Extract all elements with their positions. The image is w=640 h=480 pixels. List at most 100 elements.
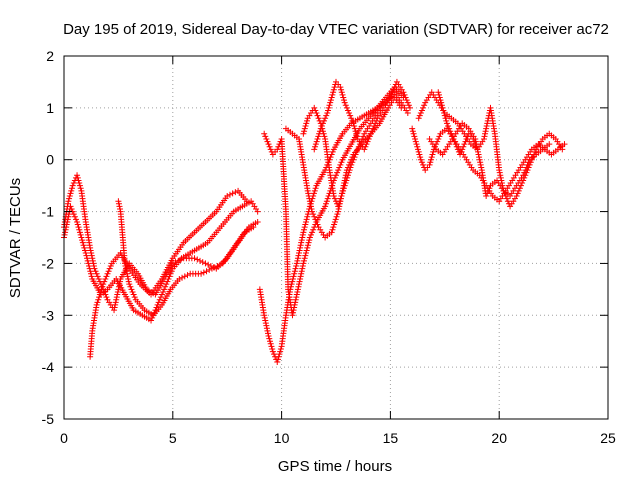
data-point <box>114 291 121 298</box>
data-point <box>442 115 449 122</box>
data-point <box>401 91 408 98</box>
data-point <box>483 125 490 132</box>
data-point <box>414 143 421 150</box>
data-point <box>388 91 395 98</box>
data-point <box>369 125 376 132</box>
data-point <box>476 156 483 163</box>
data-point <box>327 99 334 106</box>
data-point <box>414 146 421 153</box>
data-point <box>302 252 309 259</box>
data-point <box>266 335 273 342</box>
data-point <box>95 296 102 303</box>
data-point <box>294 257 301 264</box>
data-point <box>172 259 179 266</box>
data-point <box>277 345 284 352</box>
data-point <box>74 172 81 179</box>
data-point <box>333 172 339 179</box>
data-point <box>129 288 136 295</box>
data-point <box>299 234 306 241</box>
data-point <box>496 167 503 174</box>
data-point <box>298 239 305 246</box>
data-point <box>302 221 309 228</box>
data-point <box>112 299 119 306</box>
data-point <box>211 264 218 271</box>
data-point <box>293 260 300 267</box>
data-point <box>298 270 305 277</box>
data-point <box>302 218 309 225</box>
data-point <box>341 99 348 106</box>
data-point <box>71 213 78 220</box>
data-point <box>428 154 435 161</box>
data-point <box>449 133 456 140</box>
y-tick-label: -5 <box>42 411 55 427</box>
data-point <box>290 309 297 316</box>
data-point <box>340 94 347 101</box>
data-point <box>323 112 330 119</box>
data-point <box>74 218 81 225</box>
data-point <box>478 164 485 171</box>
series-track-11 <box>415 89 566 210</box>
data-point <box>179 274 186 281</box>
data-point <box>323 198 330 205</box>
data-point <box>326 102 333 109</box>
data-point <box>325 107 332 114</box>
data-point <box>329 148 336 155</box>
data-point <box>88 250 95 257</box>
data-point <box>254 218 261 225</box>
data-point <box>341 182 348 189</box>
data-point <box>482 130 489 137</box>
data-point <box>474 148 481 155</box>
data-point <box>296 278 303 285</box>
data-point <box>87 247 94 254</box>
data-point <box>329 226 336 233</box>
data-point <box>354 146 361 153</box>
data-point <box>84 255 91 262</box>
data-point <box>121 260 128 267</box>
data-point <box>353 130 360 137</box>
data-point <box>100 281 107 288</box>
data-point <box>184 272 191 279</box>
data-point <box>324 110 331 117</box>
data-point <box>308 205 315 212</box>
data-point <box>93 301 100 308</box>
data-point <box>340 187 347 194</box>
data-point <box>339 190 346 197</box>
data-point <box>105 268 112 275</box>
data-point <box>103 294 110 301</box>
data-point <box>410 130 417 137</box>
data-point <box>206 266 213 273</box>
data-point <box>334 169 341 176</box>
grid-lines <box>64 56 608 419</box>
data-point <box>347 112 354 119</box>
data-point <box>318 123 325 130</box>
data-point <box>325 104 332 111</box>
data-point <box>356 141 363 148</box>
data-point <box>344 174 351 181</box>
data-point <box>94 299 101 306</box>
data-point <box>163 281 170 288</box>
data-point <box>217 261 224 268</box>
data-point <box>532 148 539 155</box>
data-point <box>352 128 359 135</box>
data-point <box>336 198 343 205</box>
data-point <box>435 91 442 98</box>
y-tick-label: 1 <box>46 100 54 116</box>
data-point <box>521 169 528 176</box>
data-point <box>93 270 100 277</box>
data-point <box>338 193 345 200</box>
data-point <box>102 275 109 282</box>
data-point <box>331 195 338 202</box>
data-point <box>303 117 310 124</box>
data-point <box>266 143 273 150</box>
data-point <box>523 164 530 171</box>
data-point <box>68 185 75 192</box>
data-point <box>332 216 339 223</box>
data-point <box>520 172 527 179</box>
data-point <box>441 110 448 117</box>
data-point <box>477 159 484 166</box>
y-tick-label: -2 <box>42 255 55 271</box>
data-point <box>439 104 446 111</box>
data-point <box>304 211 311 218</box>
series-track-7 <box>282 94 405 241</box>
